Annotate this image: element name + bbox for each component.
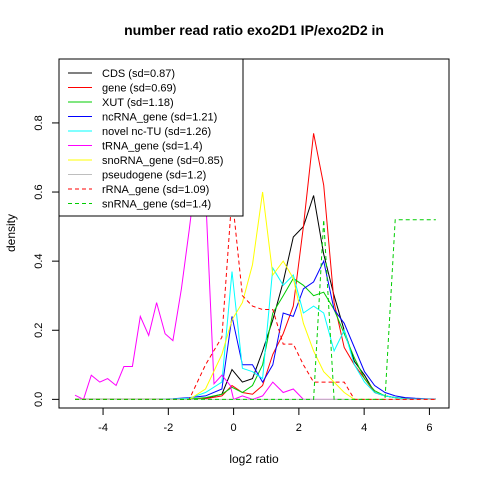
legend-label: snoRNA_gene (sd=0.85) — [102, 155, 223, 167]
x-tick-label: 0 — [231, 422, 237, 434]
legend-label: CDS (sd=0.87) — [102, 68, 175, 80]
legend: CDS (sd=0.87) gene (sd=0.69) XUT (sd=1.18)… — [58, 58, 244, 217]
x-tick-label: 6 — [426, 422, 432, 434]
legend-box — [58, 58, 244, 217]
x-tick-label: -4 — [98, 422, 108, 434]
legend-label: novel nc-TU (sd=1.26) — [102, 126, 211, 138]
plot-frame — [58, 58, 450, 409]
y-tick-label: 0.8 — [33, 115, 45, 130]
legend-label: gene (sd=0.69) — [102, 83, 176, 95]
legend-label: pseudogene (sd=1.2) — [102, 170, 206, 182]
legend-label: snRNA_gene (sd=1.4) — [102, 199, 211, 211]
x-tick-label: 4 — [361, 422, 367, 434]
y-tick-label: 0.0 — [33, 392, 45, 407]
x-tick-label: 2 — [296, 422, 302, 434]
y-tick-label: 0.6 — [33, 184, 45, 199]
y-tick-label: 0.4 — [33, 253, 45, 268]
x-tick-label: -2 — [163, 422, 173, 434]
x-axis-label: log2 ratio — [229, 452, 279, 466]
y-tick-label: 0.2 — [33, 323, 45, 338]
legend-label: tRNA_gene (sd=1.4) — [102, 141, 203, 153]
series-line-8 — [75, 195, 436, 400]
legend-label: ncRNA_gene (sd=1.21) — [102, 112, 217, 124]
legend-label: XUT (sd=1.18) — [102, 97, 174, 109]
chart-title: number read ratio exo2D1 IP/exo2D2 in — [124, 22, 384, 38]
y-axis-label: density — [4, 214, 18, 252]
legend-label: rRNA_gene (sd=1.09) — [102, 184, 209, 196]
